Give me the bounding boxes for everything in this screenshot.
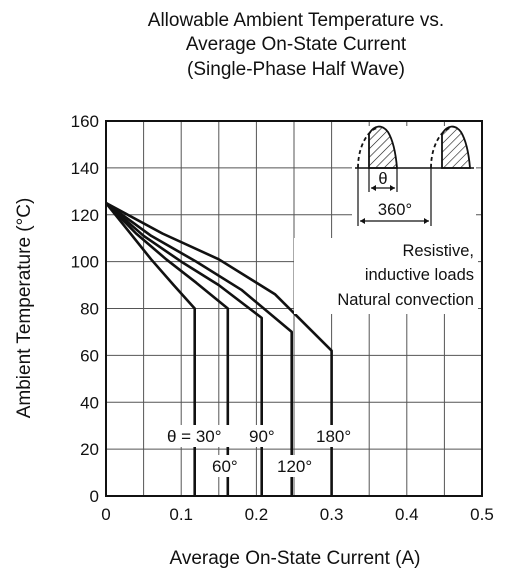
label-bg-60 — [210, 455, 250, 477]
theta-label: θ — [378, 170, 387, 188]
y-tick-label: 20 — [80, 440, 99, 459]
series-line-2 — [105, 202, 264, 496]
curve-label-30: θ = 30° — [167, 427, 222, 446]
curve-label-60: 60° — [212, 457, 238, 476]
x-tick-label: 0.1 — [169, 505, 193, 524]
theta-arrowheads — [371, 185, 395, 191]
y-tick-label: 0 — [90, 487, 99, 506]
label-bg-30 — [164, 425, 258, 447]
label-bg-120 — [274, 455, 324, 477]
y-tick-label: 100 — [71, 253, 99, 272]
y-tick-label: 160 — [71, 112, 99, 131]
curve-label-120: 120° — [277, 457, 312, 476]
conditions-note: Resistive, inductive loads Natural conve… — [294, 238, 478, 314]
x-axis-label: Average On-State Current (A) — [170, 548, 421, 569]
wave2-conducting-part — [441, 125, 471, 169]
label-bg-90 — [246, 425, 282, 447]
series-line-3 — [105, 201, 294, 496]
x-tick-label: 0 — [101, 505, 110, 524]
y-tick-label: 140 — [71, 159, 99, 178]
note-background — [294, 238, 478, 314]
title-line-2: Average On-State Current — [186, 34, 407, 55]
period-label: 360° — [378, 201, 412, 219]
note-load-line-2: inductive loads — [365, 266, 474, 284]
series-lines — [104, 201, 333, 496]
x-tick-label: 0.4 — [395, 505, 419, 524]
wave1-conducting-part — [368, 125, 398, 169]
title-line-3: (Single-Phase Half Wave) — [187, 59, 405, 80]
tick-labels: 0 0.1 0.2 0.3 0.4 0.5 0 20 40 60 80 100 120 140 160 — [71, 112, 494, 524]
series-line-1 — [105, 202, 230, 496]
x-tick-label: 0.5 — [470, 505, 494, 524]
series-line-0 — [104, 202, 196, 496]
chart-title: Allowable Ambient Temperature vs. Averag… — [148, 10, 444, 80]
note-cooling: Natural convection — [337, 291, 474, 309]
y-tick-label: 60 — [80, 346, 99, 365]
curve-label-180: 180° — [316, 427, 351, 446]
waveform-inset: θ 360° — [352, 125, 476, 242]
x-tick-label: 0.3 — [320, 505, 344, 524]
y-axis-label: Ambient Temperature (°C) — [14, 198, 35, 419]
x-tick-label: 0.2 — [245, 505, 269, 524]
y-tick-label: 40 — [80, 393, 99, 412]
title-line-1: Allowable Ambient Temperature vs. — [148, 10, 444, 31]
curve-label-90: 90° — [249, 427, 275, 446]
plot-frame — [105, 120, 483, 497]
y-tick-label: 120 — [71, 206, 99, 225]
note-load-line-1: Resistive, — [402, 242, 474, 260]
curve-labels: θ = 30° 60° 90° 120° 180° — [164, 425, 360, 477]
label-bg-180 — [314, 425, 360, 447]
y-tick-label: 80 — [80, 300, 99, 319]
series-line-4 — [105, 201, 333, 496]
